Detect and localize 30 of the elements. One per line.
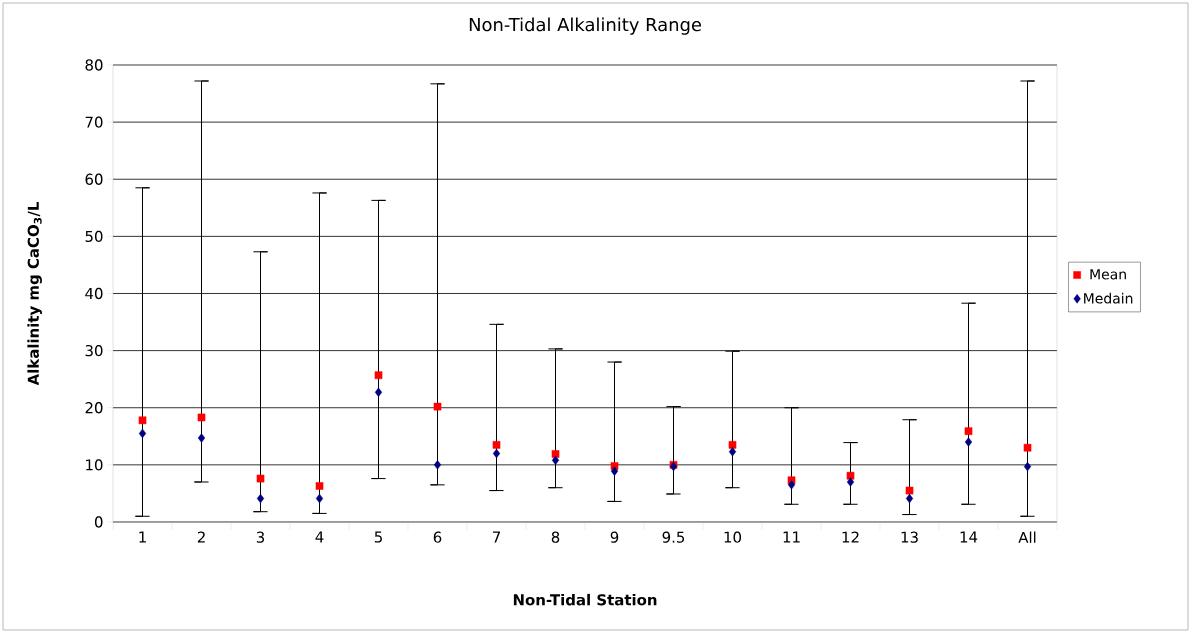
y-axis-title: Alkalinity mg CaCO$_{3}$/L [27,202,42,386]
x-tick-label: 2 [197,531,205,543]
x-tick-label: 13 [901,531,918,543]
y-tick-label: 70 [85,116,103,128]
y-tick-label: 0 [94,516,103,528]
chart-title: Non-Tidal Alkalinity Range [469,17,702,35]
y-tick-label: 20 [85,402,103,414]
x-axis-title: Non-Tidal Station [513,593,657,606]
x-tick-label: 12 [842,531,859,543]
x-tick-label: 1 [139,531,146,543]
x-tick-label: 6 [433,531,442,543]
y-tick-label: 30 [85,344,103,357]
y-tick-label: 50 [85,230,103,243]
x-tick-label: 9.5 [662,531,685,543]
legend-label: Mean [1090,269,1126,280]
x-tick-label: 3 [256,531,265,543]
y-tick-label: 10 [86,459,103,471]
y-tick-label: 40 [85,287,103,300]
x-tick-label: All [1018,531,1036,543]
x-tick-label: 8 [551,531,560,543]
legend-label: Medain [1084,292,1133,304]
x-tick-label: 5 [374,531,382,543]
y-tick-label: 60 [85,173,103,185]
x-tick-label: 14 [960,531,978,543]
x-tick-label: 7 [492,531,500,543]
x-tick-label: 10 [724,531,742,543]
x-tick-label: 4 [315,531,324,543]
y-tick-label: 80 [85,59,103,71]
x-tick-label: 11 [783,531,800,543]
x-tick-label: 9 [610,531,619,543]
